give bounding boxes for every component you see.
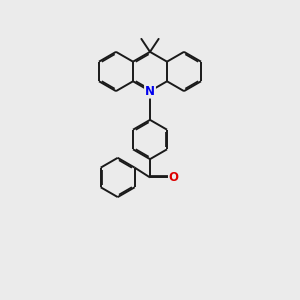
Text: N: N	[145, 85, 155, 98]
Text: O: O	[169, 171, 178, 184]
